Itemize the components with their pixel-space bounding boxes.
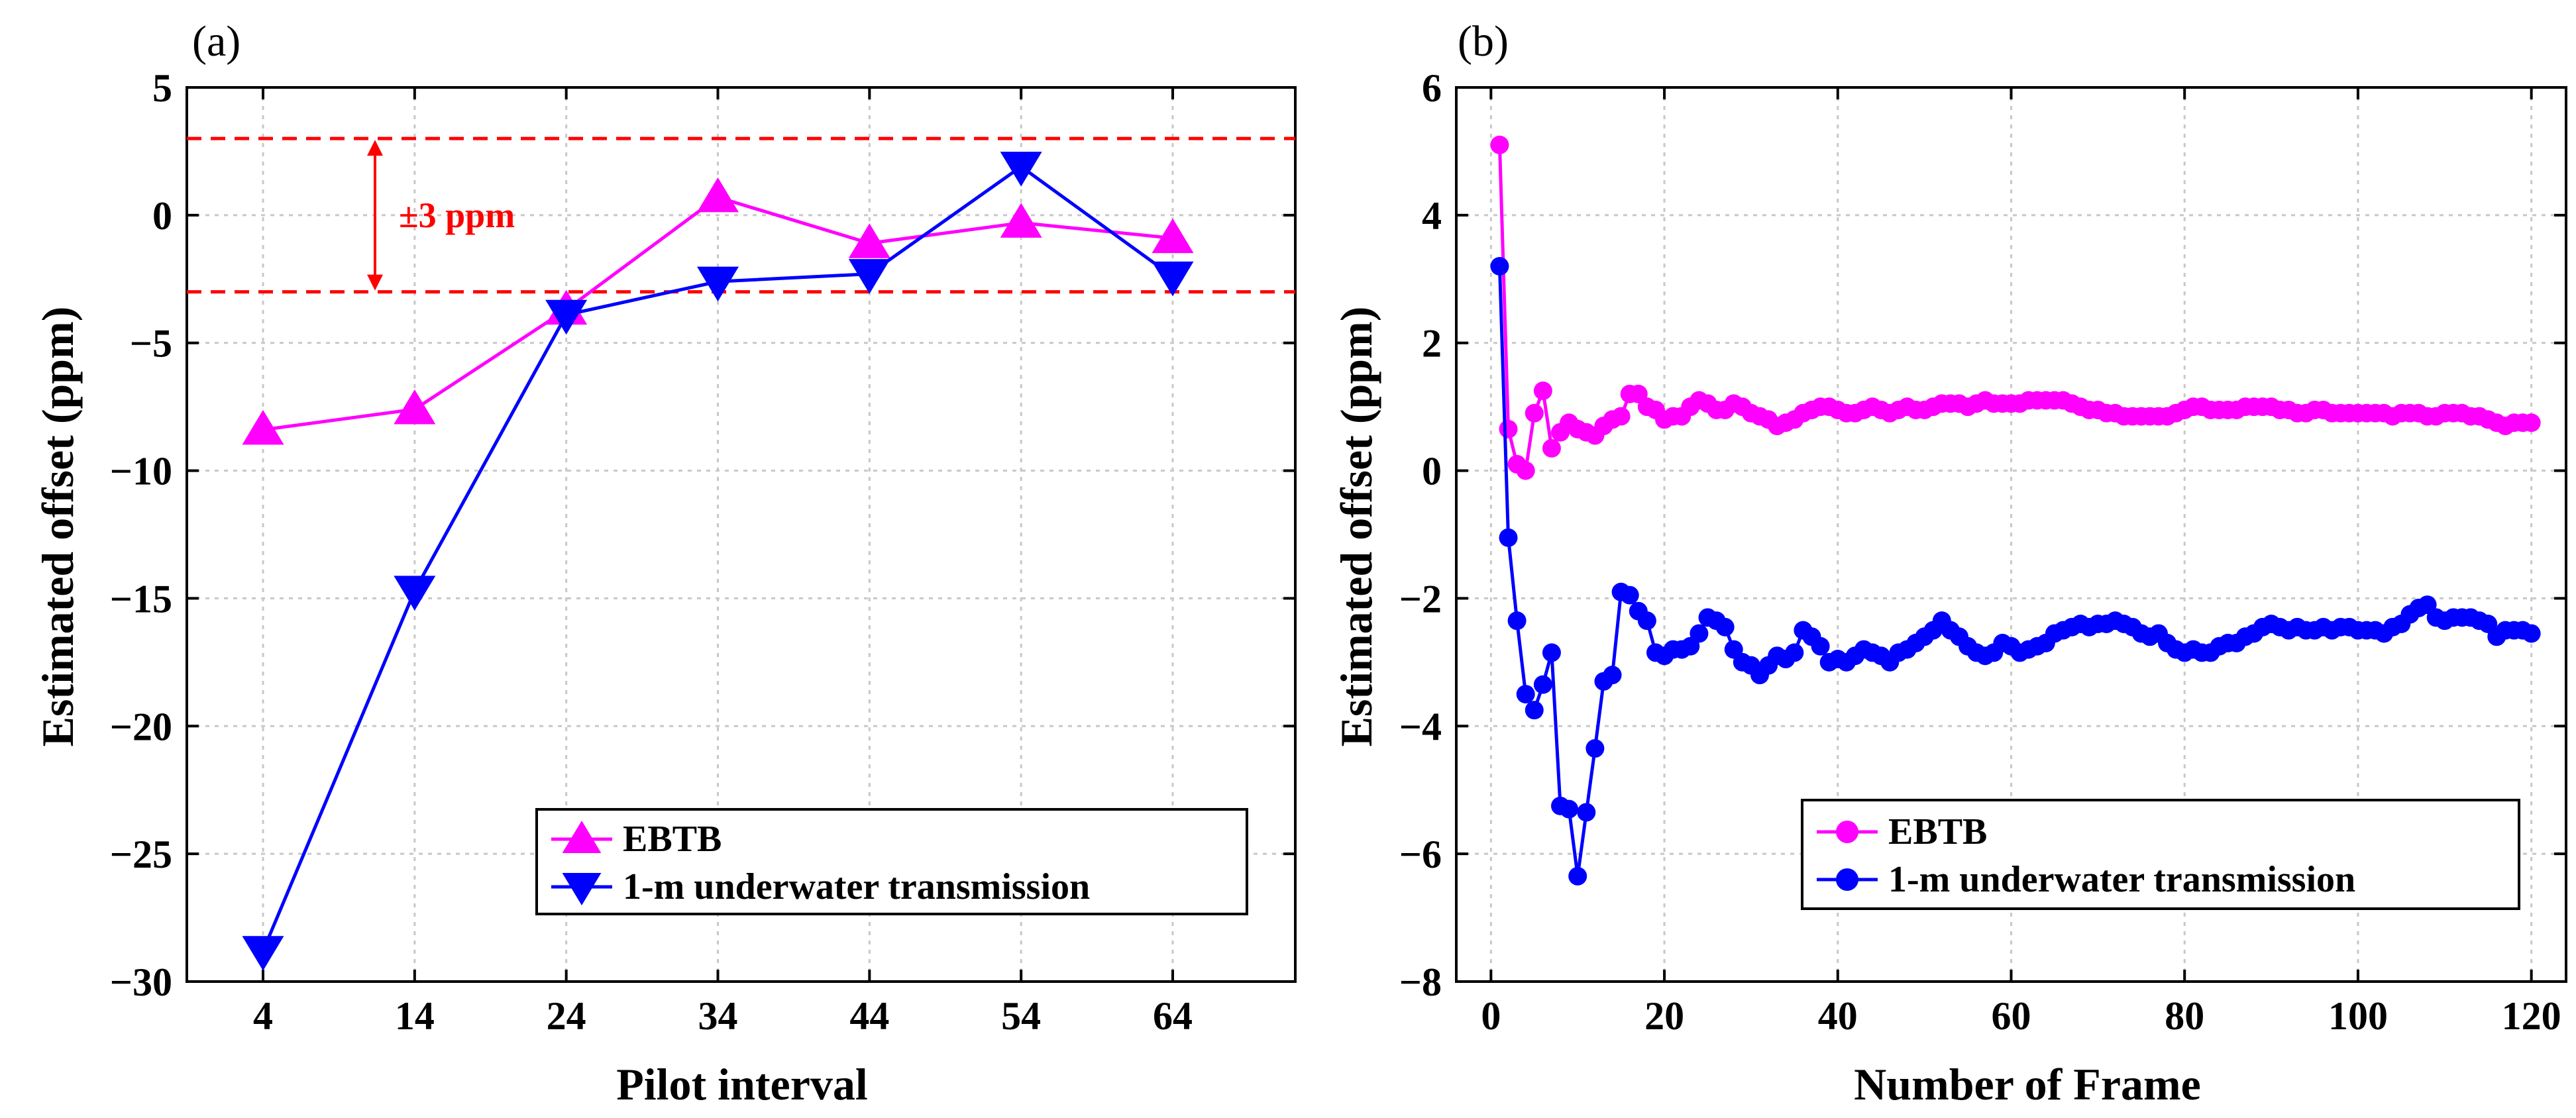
panel-b-y-tick-label: 0: [1422, 450, 1442, 493]
panel-a-x-tick-label: 14: [395, 994, 435, 1038]
panel-a-data-point-underwater: [394, 576, 436, 611]
panel-b-data-point-underwater: [1516, 685, 1535, 704]
panel-a-legend-marker: [562, 821, 602, 853]
panel-b-data-point-underwater: [1499, 528, 1518, 547]
panel-a-data-point-ebtb: [1152, 218, 1194, 254]
panel-b-data-point-underwater: [1560, 799, 1579, 819]
panel-b-y-tick-label: 6: [1422, 66, 1442, 110]
panel-b-data-point-underwater: [1568, 866, 1587, 886]
panel-a-data-point-underwater: [545, 299, 588, 335]
panel-b-data-point-ebtb: [1499, 419, 1518, 438]
panel-b-y-tick-label: −4: [1399, 705, 1442, 748]
panel-a-data-point-underwater: [1000, 152, 1042, 187]
panel-a-annotation-label: ±3 ppm: [399, 195, 515, 235]
panel-b-data-point-underwater: [1585, 739, 1605, 758]
panel-b-data-point-underwater: [1490, 257, 1509, 276]
panel-b-data-point-underwater: [1690, 624, 1709, 643]
panel-b-y-tick-label: −2: [1399, 577, 1442, 621]
panel-b-data-point-ebtb: [1516, 461, 1535, 480]
panel-a-line-chart: (a) Pilot interval Estimated offset (ppm…: [32, 17, 1297, 1109]
panel-a-data-point-ebtb: [848, 223, 890, 258]
panel-b-legend-marker: [1836, 821, 1858, 843]
panel-b-data-point-ebtb: [1542, 438, 1561, 458]
panel-a-x-tick-label: 64: [1153, 994, 1193, 1038]
panel-b-data-point-underwater: [1620, 585, 1639, 605]
panel-a-annotation-arrow-head-up: [367, 140, 383, 156]
panel-b-data-point-ebtb: [1490, 135, 1509, 154]
panel-a-y-tick-label: −30: [110, 960, 172, 1004]
panel-b-data-point-ebtb: [2522, 413, 2541, 432]
panel-b-data-point-ebtb: [1525, 403, 1544, 423]
panel-b-data-point-underwater: [1811, 636, 1830, 656]
panel-a-data-point-ebtb: [697, 177, 739, 213]
panel-b-label: (b): [1458, 17, 1509, 66]
panel-a-x-tick-label: 34: [698, 994, 738, 1038]
panel-b-data-point-underwater: [1603, 666, 1622, 685]
panel-a-x-axis-title: Pilot interval: [616, 1059, 868, 1109]
panel-a-y-tick-label: 0: [152, 194, 172, 238]
panel-a-label: (a): [192, 17, 241, 66]
panel-b-data-point-underwater: [1715, 617, 1735, 636]
panel-b-data-point-underwater: [1533, 675, 1552, 694]
panel-b-y-tick-label: −8: [1399, 960, 1442, 1004]
panel-a-x-tick-label: 44: [849, 994, 889, 1038]
panel-b-y-tick-label: 2: [1422, 322, 1442, 366]
panel-a-x-tick-label: 4: [253, 994, 273, 1038]
panel-a-y-tick-label: −15: [110, 577, 172, 621]
panel-a-y-axis-title: Estimated offset (ppm): [32, 307, 83, 747]
panel-a-y-tick-label: 5: [152, 66, 172, 110]
panel-a-x-tick-label: 24: [547, 994, 586, 1038]
panel-a-data-point-ebtb: [1000, 203, 1042, 238]
panel-a-legend-box: [535, 808, 1248, 915]
panel-a-data-point-underwater: [1152, 261, 1194, 297]
panel-a-legend-label: 1-m underwater transmission: [623, 866, 1090, 907]
panel-b-x-tick-label: 0: [1481, 994, 1501, 1038]
panel-a-data-point-underwater: [697, 266, 739, 302]
panel-a-annotation-arrow-head-down: [367, 274, 383, 291]
panel-b-line-chart: (b) Number of Frame Estimated offset (pp…: [1331, 17, 2567, 1109]
panel-b-x-tick-label: 20: [1644, 994, 1684, 1038]
panel-b-x-tick-label: 80: [2165, 994, 2204, 1038]
panel-b-y-tick-label: 4: [1422, 194, 1442, 238]
panel-a-data-point-underwater: [848, 259, 890, 294]
panel-a-legend-label: EBTB: [623, 819, 722, 860]
panel-b-legend-label: EBTB: [1888, 811, 1987, 852]
panel-b-data-point-ebtb: [1611, 407, 1631, 426]
panel-b-x-tick-label: 60: [1992, 994, 2031, 1038]
panel-a-y-tick-label: −10: [110, 450, 172, 493]
panel-a-x-tick-label: 54: [1001, 994, 1041, 1038]
panel-b-data-point-ebtb: [1533, 381, 1552, 401]
panel-a-plot-frame: [186, 86, 1297, 983]
panel-b-legend-marker: [1836, 868, 1858, 891]
panel-b-x-tick-label: 40: [1818, 994, 1858, 1038]
panel-b-data-point-underwater: [1507, 611, 1527, 631]
panel-b-data-point-underwater: [2522, 624, 2541, 643]
panel-a-data-point-underwater: [242, 936, 284, 971]
panel-b-data-point-underwater: [1525, 701, 1544, 720]
panel-a-data-point-ebtb: [394, 389, 436, 425]
panel-b-data-point-underwater: [1637, 611, 1656, 631]
panel-b-y-tick-label: −6: [1399, 833, 1442, 876]
panel-b-data-point-underwater: [1577, 803, 1596, 822]
panel-b-legend-label: 1-m underwater transmission: [1888, 859, 2355, 900]
panel-b-x-axis-title: Number of Frame: [1854, 1059, 2201, 1109]
panel-a-legend-marker: [562, 873, 602, 905]
panel-b-series-line-underwater: [1497, 266, 2532, 877]
panel-b-x-tick-label: 100: [2328, 994, 2388, 1038]
panel-b-legend-box: [1801, 799, 2520, 910]
panel-a-data-point-ebtb: [242, 409, 284, 445]
panel-b-data-point-underwater: [1542, 643, 1561, 662]
panel-a-y-tick-label: −5: [130, 322, 172, 366]
panel-a-y-tick-label: −20: [110, 705, 172, 748]
panel-b-data-point-underwater: [1785, 643, 1804, 662]
panel-b-x-tick-label: 120: [2502, 994, 2561, 1038]
panel-b-y-axis-title: Estimated offset (ppm): [1331, 307, 1381, 747]
panel-a-y-tick-label: −25: [110, 833, 172, 876]
